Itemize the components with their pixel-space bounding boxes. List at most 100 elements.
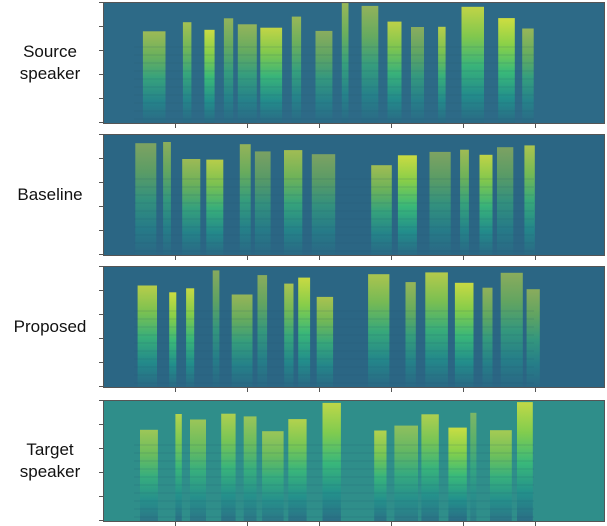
panel-label-target: Target speaker	[19, 440, 81, 481]
voiced-segment	[438, 26, 446, 123]
voiced-segment	[254, 151, 271, 255]
y-tick	[99, 386, 103, 387]
y-tick	[99, 158, 103, 159]
voiced-segment	[212, 270, 220, 387]
voiced-segment	[448, 427, 467, 521]
y-tick	[99, 496, 103, 497]
spectrogram-proposed	[103, 266, 605, 388]
voiced-segment	[311, 154, 336, 255]
voiced-segment	[140, 429, 158, 521]
panel-label-proposed: Proposed	[13, 317, 87, 336]
spectrogram-image-baseline	[104, 135, 604, 255]
voiced-segment	[163, 142, 171, 255]
voiced-segment	[288, 419, 307, 521]
voiced-segment	[291, 16, 302, 123]
voiced-segment	[368, 274, 390, 387]
voiced-segment	[429, 151, 451, 255]
x-tick	[391, 256, 392, 260]
y-tick	[99, 98, 103, 99]
panel-label-source: Source speaker	[19, 42, 81, 83]
x-tick	[463, 124, 464, 128]
voiced-segment	[284, 150, 303, 255]
voiced-segment	[341, 3, 349, 123]
y-tick	[99, 290, 103, 291]
voiced-segment	[460, 149, 469, 255]
x-tick	[247, 124, 248, 128]
voiced-segment	[231, 294, 253, 387]
voiced-segment	[221, 413, 236, 521]
voiced-segment	[186, 288, 195, 387]
voiced-segment	[479, 154, 493, 255]
y-tick	[99, 338, 103, 339]
panel-target: Target speaker	[0, 400, 607, 526]
voiced-segment	[237, 24, 257, 123]
voiced-segment	[371, 165, 392, 255]
voiced-segment	[524, 145, 535, 255]
voiced-segment	[522, 28, 534, 123]
voiced-segment	[405, 282, 416, 387]
voiced-segment	[421, 414, 439, 521]
x-tick	[463, 388, 464, 392]
voiced-segment	[284, 283, 294, 387]
voiced-segment	[397, 155, 417, 255]
spectrogram-baseline	[103, 134, 605, 256]
voiced-segment	[425, 272, 448, 387]
voiced-segment	[262, 431, 284, 521]
y-tick	[99, 362, 103, 363]
x-tick	[535, 522, 536, 526]
voiced-segment	[137, 285, 157, 387]
y-tick	[99, 26, 103, 27]
voiced-segment	[387, 21, 402, 123]
x-tick	[247, 522, 248, 526]
voiced-segment	[498, 18, 515, 123]
x-tick	[463, 256, 464, 260]
voiced-segment	[243, 416, 257, 521]
voiced-segment	[135, 143, 157, 255]
voiced-segment	[182, 22, 192, 123]
x-tick	[175, 124, 176, 128]
spectrogram-image-proposed	[104, 267, 604, 387]
voiced-segment	[517, 402, 533, 521]
y-tick	[99, 74, 103, 75]
voiced-segment	[206, 159, 224, 255]
panel-proposed: Proposed	[0, 266, 607, 392]
spectrogram-target	[103, 400, 605, 522]
voiced-segment	[315, 30, 333, 123]
voiced-segment	[470, 412, 477, 521]
y-tick	[99, 134, 103, 135]
spectrogram-image-target	[104, 401, 604, 521]
x-tick	[391, 124, 392, 128]
voiced-segment	[257, 275, 268, 387]
x-tick	[391, 388, 392, 392]
voiced-segment	[411, 27, 424, 123]
voiced-segment	[374, 430, 387, 521]
y-tick	[99, 424, 103, 425]
voiced-segment	[500, 272, 523, 387]
x-tick	[175, 256, 176, 260]
y-tick	[99, 254, 103, 255]
voiced-segment	[322, 402, 341, 521]
voiced-segment	[497, 147, 514, 255]
voiced-segment	[316, 296, 334, 387]
x-tick	[535, 256, 536, 260]
voiced-segment	[223, 18, 234, 123]
voiced-segment	[394, 425, 418, 521]
y-tick	[99, 400, 103, 401]
voiced-segment	[182, 159, 201, 255]
x-tick	[319, 388, 320, 392]
voiced-segment	[454, 282, 474, 387]
panel-label-baseline: Baseline	[17, 185, 83, 204]
x-tick	[319, 256, 320, 260]
voiced-segment	[490, 430, 512, 521]
voiced-segment	[175, 414, 182, 521]
voiced-segment	[260, 27, 283, 123]
y-tick	[99, 230, 103, 231]
panel-baseline: Baseline	[0, 134, 607, 260]
panel-source: Source speaker	[0, 2, 607, 128]
y-tick	[99, 520, 103, 521]
voiced-segment	[142, 31, 166, 123]
voiced-segment	[204, 29, 215, 123]
y-tick	[99, 122, 103, 123]
y-tick	[99, 182, 103, 183]
voiced-segment	[190, 419, 206, 521]
